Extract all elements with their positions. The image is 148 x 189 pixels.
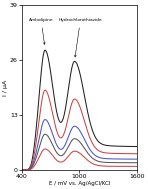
Y-axis label: I / μA: I / μA [3,80,8,96]
Text: Hydrochlorothiazide: Hydrochlorothiazide [58,18,102,57]
Text: Amlodipine: Amlodipine [29,18,53,44]
X-axis label: E / mV vs. Ag/AgCl/KCl: E / mV vs. Ag/AgCl/KCl [49,180,110,186]
